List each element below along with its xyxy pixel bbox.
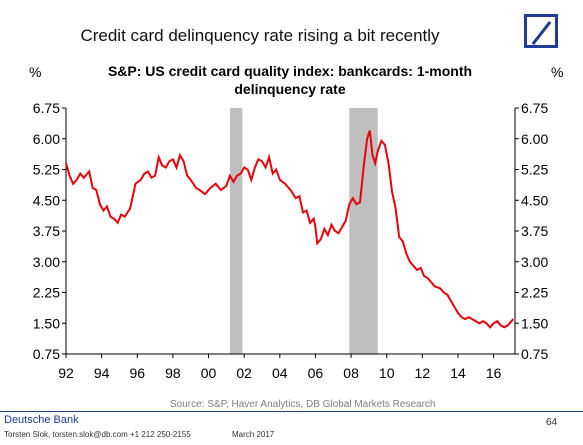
y-tick-label-left-2: 5.25 (33, 162, 60, 178)
x-tick-label-10: 12 (415, 365, 431, 381)
y-tick-label-left-1: 6.00 (33, 131, 60, 147)
y-tick-label-left-4: 3.75 (33, 223, 60, 239)
line-chart: 6.75 6.75 6.00 6.00 5.25 5.25 4.50 4.50 3.75 3.75… (33, 100, 549, 381)
source-note: Source: S&P, Haver Analytics, DB Global … (170, 399, 436, 410)
y-tick-label-left-7: 1.50 (33, 315, 60, 331)
y-tick-label-left-6: 2.25 (33, 285, 60, 301)
footer-date: March 2017 (232, 430, 275, 439)
y-tick-label-right-1: 6.00 (521, 131, 548, 147)
page-title: Credit card delinquency rate rising a bi… (80, 26, 440, 45)
y-tick-label-right-6: 2.25 (521, 285, 548, 301)
footer-brand: Deutsche Bank (4, 414, 79, 426)
y-tick-label-right-3: 4.50 (521, 192, 548, 208)
y-axis-unit-right: % (551, 64, 564, 80)
x-tick-label-0: 92 (58, 365, 74, 381)
x-tick-label-6: 04 (272, 365, 288, 381)
y-tick-label-left-0: 6.75 (33, 100, 60, 116)
x-tick-label-8: 08 (343, 365, 359, 381)
recession-band-2 (349, 108, 378, 354)
y-tick-label-left-5: 3.00 (33, 254, 60, 270)
recession-shading (229, 108, 378, 354)
series-line (65, 130, 514, 329)
y-tick-label-right-4: 3.75 (521, 223, 548, 239)
x-tick-label-11: 14 (450, 365, 466, 381)
x-tick-label-9: 10 (379, 365, 395, 381)
page-number: 64 (546, 417, 558, 428)
x-tick-label-7: 06 (308, 365, 324, 381)
x-tick-label-1: 94 (94, 365, 110, 381)
footer-divider (0, 411, 583, 412)
x-tick-label-12: 16 (486, 365, 502, 381)
x-tick-label-5: 02 (236, 365, 252, 381)
y-tick-label-right-8: 0.75 (521, 346, 548, 362)
y-tick-label-left-3: 4.50 (33, 192, 60, 208)
y-tick-label-right-5: 3.00 (521, 254, 548, 270)
x-tick-label-2: 96 (129, 365, 145, 381)
x-tick-label-3: 98 (165, 365, 181, 381)
y-tick-label-right-0: 6.75 (521, 100, 548, 116)
y-axis-unit-left: % (29, 64, 42, 80)
y-tick-label-right-2: 5.25 (521, 162, 548, 178)
y-tick-label-left-8: 0.75 (33, 346, 60, 362)
deutsche-bank-logo-icon (524, 14, 558, 48)
footer-author: Torsten Slok, torsten.slok@db.com +1 212… (4, 430, 191, 439)
recession-band-1 (229, 108, 243, 354)
y-tick-label-right-7: 1.50 (521, 315, 548, 331)
x-tick-label-4: 00 (201, 365, 217, 381)
chart-title: S&P: US credit card quality index: bankc… (107, 63, 473, 97)
